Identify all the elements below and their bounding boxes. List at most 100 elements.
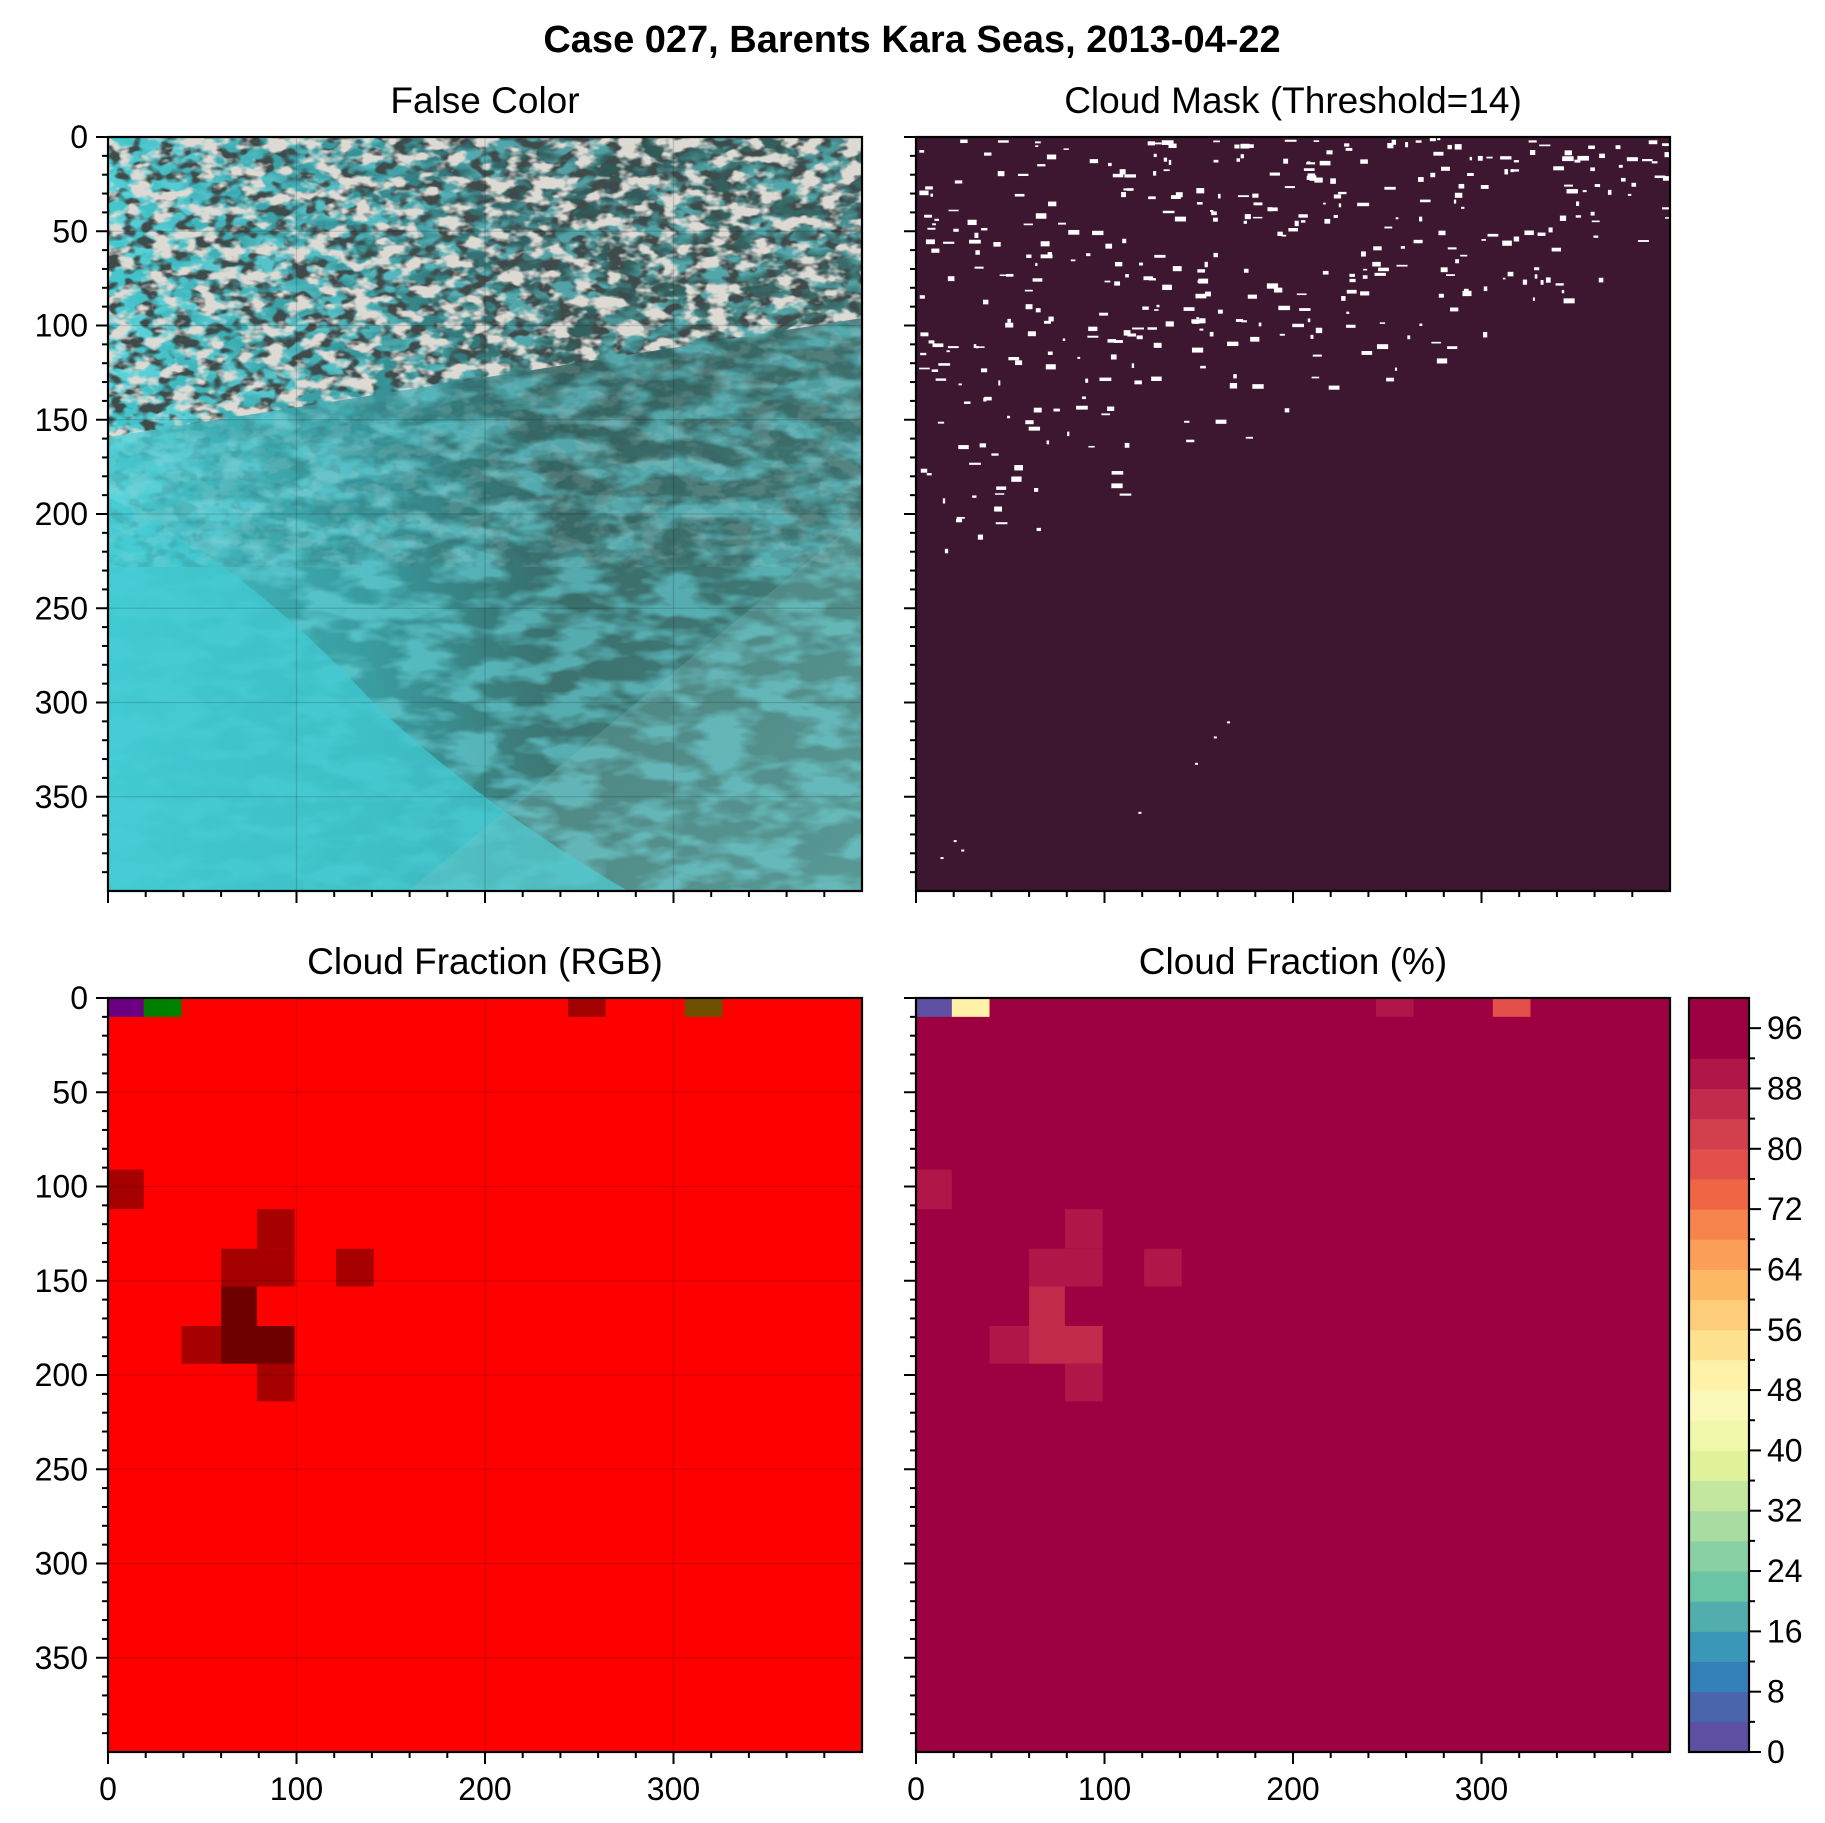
fraction-cell — [221, 1325, 295, 1364]
fraction-cell — [684, 998, 723, 1017]
colorbar-segment — [1689, 1178, 1749, 1210]
x-tick-label: 300 — [647, 1771, 700, 1807]
x-tick-label: 0 — [99, 1771, 117, 1807]
fraction-cell — [108, 1169, 144, 1210]
panel-title: Cloud Fraction (%) — [1139, 941, 1447, 982]
x-tick-label: 200 — [458, 1771, 511, 1807]
y-tick-label: 150 — [35, 402, 88, 438]
axis-ticks — [96, 997, 826, 1764]
colorbar-frame — [1687, 996, 1751, 1754]
fraction-cell — [1064, 1209, 1103, 1249]
fraction-cell — [1029, 1286, 1065, 1326]
axis-ticks — [904, 136, 1634, 903]
colorbar-tick-label: 88 — [1767, 1070, 1803, 1106]
colorbar-tick-label: 32 — [1767, 1493, 1803, 1529]
y-tick-label: 50 — [52, 1074, 88, 1110]
cloud-field — [108, 137, 862, 891]
y-tick-label: 300 — [35, 685, 88, 721]
colorbar-segment — [1689, 1239, 1749, 1270]
colorbar-segment — [1689, 1631, 1749, 1663]
x-tick-label: 100 — [270, 1771, 323, 1807]
colorbar-segment — [1689, 1209, 1749, 1240]
fraction-cell — [1029, 1248, 1103, 1287]
fraction-cell — [916, 998, 952, 1017]
colorbar-segment — [1689, 1058, 1749, 1089]
colorbar: 0 8 16 24 32 40 48 56 64 72 80 88 96 — [1687, 996, 1803, 1770]
y-tick-label: 250 — [35, 590, 88, 626]
fraction-cell — [916, 1169, 952, 1210]
y-tick-label: 0 — [70, 119, 88, 155]
y-tick-label: 200 — [35, 496, 88, 532]
y-tick-label: 250 — [35, 1451, 88, 1487]
fraction-cell — [221, 1248, 295, 1287]
figure-title: Case 027, Barents Kara Seas, 2013-04-22 — [543, 19, 1280, 61]
fraction-cell — [1144, 1248, 1182, 1287]
colorbar-tick-label: 96 — [1767, 1010, 1803, 1046]
panel-title: Cloud Mask (Threshold=14) — [1064, 80, 1522, 121]
x-tick-label: 300 — [1455, 1771, 1508, 1807]
colorbar-tick-label: 64 — [1767, 1251, 1803, 1287]
y-tick-label: 100 — [35, 1169, 88, 1205]
panel-3: Cloud Fraction (RGB) 0 100 200 300 0 50 100 150 2… — [35, 941, 864, 1807]
colorbar-segment — [1689, 1571, 1749, 1602]
axis-ticks — [96, 136, 826, 903]
fraction-cell — [989, 1325, 1030, 1364]
fraction-cell — [1492, 998, 1531, 1017]
colorbar-segment — [1689, 1661, 1749, 1693]
colorbar-tick-label: 48 — [1767, 1372, 1803, 1408]
colorbar-segment — [1689, 1269, 1749, 1301]
colorbar-segment — [1689, 1329, 1749, 1361]
colorbar-segment — [1689, 1118, 1749, 1150]
panel-4: Cloud Fraction (%) 0 100 200 300 — [904, 941, 1672, 1807]
x-tick-label: 200 — [1266, 1771, 1319, 1807]
x-tick-label: 0 — [907, 1771, 925, 1807]
fraction-cell — [221, 1286, 257, 1326]
colorbar-segment — [1689, 1510, 1749, 1542]
colorbar-segment — [1689, 1028, 1749, 1059]
colorbar-segment — [1689, 1148, 1749, 1180]
colorbar-tick-label: 40 — [1767, 1432, 1803, 1468]
panel-image — [916, 137, 1670, 891]
colorbar-tick-label: 72 — [1767, 1191, 1803, 1227]
colorbar-tick-label: 24 — [1767, 1553, 1803, 1589]
colorbar-segment — [1689, 1299, 1749, 1331]
y-tick-label: 200 — [35, 1357, 88, 1393]
fraction-cell — [1029, 1325, 1103, 1364]
y-tick-label: 50 — [52, 213, 88, 249]
fraction-cell — [108, 998, 144, 1017]
fraction-cell — [951, 998, 990, 1017]
colorbar-tick-label: 56 — [1767, 1312, 1803, 1348]
grid — [108, 137, 862, 891]
fraction-cell — [336, 1248, 374, 1287]
fraction-cell — [1064, 1363, 1103, 1402]
y-tick-label: 350 — [35, 779, 88, 815]
fraction-background — [916, 998, 1670, 1752]
fraction-cell — [256, 1209, 295, 1249]
panel-image — [108, 137, 862, 891]
colorbar-segment — [1689, 1540, 1749, 1572]
colorbar-tick-label: 8 — [1767, 1674, 1785, 1710]
colorbar-tick-label: 80 — [1767, 1131, 1803, 1167]
panel-2: Cloud Mask (Threshold=14) — [904, 80, 1672, 903]
grid — [108, 998, 862, 1752]
colorbar-segment — [1689, 1359, 1749, 1391]
axis-ticks — [904, 997, 1634, 1764]
fraction-cell — [1375, 998, 1414, 1017]
mask-background — [916, 137, 1670, 891]
haze — [408, 517, 862, 891]
fraction-cell — [181, 1325, 222, 1364]
colorbar-ticks — [1749, 1027, 1761, 1753]
panel-title: False Color — [390, 80, 579, 121]
panel-title: Cloud Fraction (RGB) — [307, 941, 663, 982]
cloud-cells — [108, 137, 862, 891]
y-tick-label: 300 — [35, 1546, 88, 1582]
colorbar-segment — [1689, 1420, 1749, 1451]
panel-1: False Color 0 50 100 150 200 250 300 350 — [35, 80, 864, 903]
colorbar-segment — [1689, 1450, 1749, 1482]
colorbar-tick-label: 16 — [1767, 1613, 1803, 1649]
y-tick-label: 150 — [35, 1263, 88, 1299]
colorbar-segment — [1689, 998, 1749, 1029]
fraction-background — [108, 998, 862, 1752]
fraction-cell — [256, 1363, 295, 1402]
